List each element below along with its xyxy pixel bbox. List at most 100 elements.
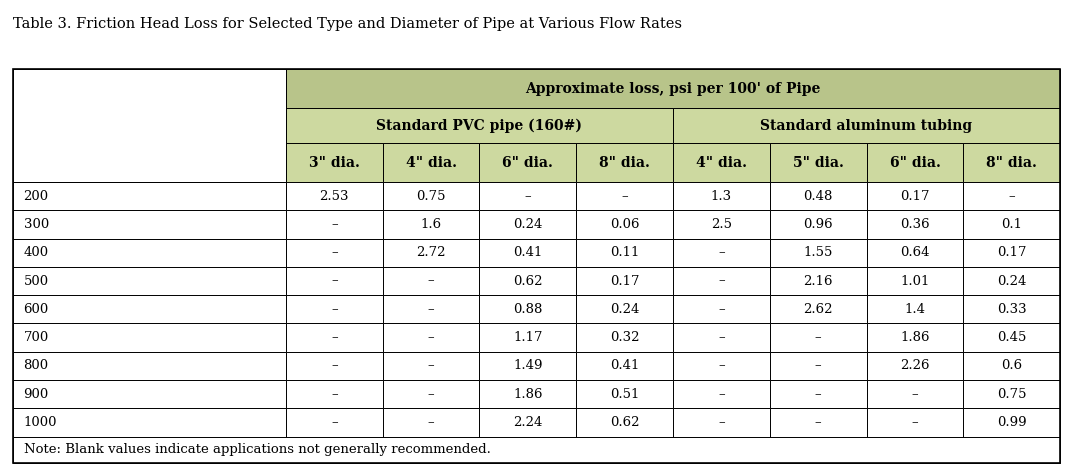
Text: 0.62: 0.62 bbox=[513, 275, 543, 288]
Text: 700: 700 bbox=[24, 331, 49, 344]
Text: –: – bbox=[428, 331, 435, 344]
Text: 0.17: 0.17 bbox=[900, 190, 929, 203]
Text: 2.26: 2.26 bbox=[900, 359, 929, 372]
Text: Standard aluminum tubing: Standard aluminum tubing bbox=[761, 119, 972, 133]
Text: 0.45: 0.45 bbox=[997, 331, 1027, 344]
Text: 2.5: 2.5 bbox=[711, 218, 732, 231]
Text: 200: 200 bbox=[24, 190, 48, 203]
Text: 6" dia.: 6" dia. bbox=[502, 156, 554, 169]
Bar bbox=[383, 182, 480, 210]
Bar bbox=[673, 295, 769, 324]
Bar bbox=[480, 210, 576, 238]
Bar bbox=[964, 324, 1060, 352]
Bar bbox=[285, 295, 383, 324]
Text: 0.1: 0.1 bbox=[1001, 218, 1023, 231]
Bar bbox=[964, 380, 1060, 408]
Bar bbox=[769, 380, 867, 408]
Text: 0.96: 0.96 bbox=[804, 218, 833, 231]
Bar bbox=[576, 182, 673, 210]
Text: –: – bbox=[330, 303, 338, 316]
Bar bbox=[673, 143, 769, 182]
Text: 0.06: 0.06 bbox=[609, 218, 640, 231]
Text: 1.86: 1.86 bbox=[900, 331, 929, 344]
Text: 1.4: 1.4 bbox=[905, 303, 925, 316]
Bar bbox=[13, 267, 285, 295]
Bar bbox=[13, 408, 285, 436]
Bar bbox=[480, 267, 576, 295]
Text: –: – bbox=[718, 387, 724, 401]
Bar bbox=[383, 352, 480, 380]
Bar bbox=[13, 69, 285, 108]
Bar bbox=[964, 143, 1060, 182]
Bar bbox=[383, 238, 480, 267]
Bar bbox=[13, 436, 1060, 463]
Text: 0.11: 0.11 bbox=[609, 246, 640, 259]
Text: 0.6: 0.6 bbox=[1001, 359, 1023, 372]
Bar bbox=[576, 324, 673, 352]
Text: 4" dia.: 4" dia. bbox=[696, 156, 747, 169]
Text: 8" dia.: 8" dia. bbox=[986, 156, 1038, 169]
Bar bbox=[867, 380, 964, 408]
Bar bbox=[964, 267, 1060, 295]
Text: –: – bbox=[718, 359, 724, 372]
Text: –: – bbox=[718, 416, 724, 429]
Bar bbox=[285, 324, 383, 352]
Bar bbox=[867, 408, 964, 436]
Text: 4" dia.: 4" dia. bbox=[406, 156, 456, 169]
Text: 1.3: 1.3 bbox=[710, 190, 732, 203]
Bar bbox=[673, 408, 769, 436]
Text: 2.53: 2.53 bbox=[320, 190, 349, 203]
Text: 5" dia.: 5" dia. bbox=[793, 156, 843, 169]
Bar bbox=[673, 267, 769, 295]
Bar bbox=[383, 210, 480, 238]
Bar bbox=[769, 182, 867, 210]
Text: 0.24: 0.24 bbox=[513, 218, 543, 231]
Bar bbox=[13, 69, 1060, 463]
Bar bbox=[673, 380, 769, 408]
Bar bbox=[867, 267, 964, 295]
Text: 3" dia.: 3" dia. bbox=[309, 156, 359, 169]
Text: 1.55: 1.55 bbox=[804, 246, 833, 259]
Text: –: – bbox=[814, 359, 822, 372]
Bar bbox=[964, 408, 1060, 436]
Text: 2.62: 2.62 bbox=[804, 303, 833, 316]
Bar bbox=[480, 295, 576, 324]
Text: –: – bbox=[814, 416, 822, 429]
Text: 0.33: 0.33 bbox=[997, 303, 1027, 316]
Bar bbox=[480, 143, 576, 182]
Bar bbox=[769, 210, 867, 238]
Text: 0.99: 0.99 bbox=[997, 416, 1027, 429]
Text: –: – bbox=[428, 359, 435, 372]
Bar bbox=[13, 380, 285, 408]
Text: 0.24: 0.24 bbox=[609, 303, 640, 316]
Bar bbox=[769, 295, 867, 324]
Bar bbox=[13, 238, 285, 267]
Bar bbox=[867, 210, 964, 238]
Text: –: – bbox=[428, 387, 435, 401]
Text: Flow (gallons/minute): Flow (gallons/minute) bbox=[24, 155, 195, 170]
Bar bbox=[285, 108, 673, 143]
Text: –: – bbox=[330, 246, 338, 259]
Bar bbox=[673, 324, 769, 352]
Bar bbox=[867, 324, 964, 352]
Text: –: – bbox=[621, 190, 628, 203]
Bar bbox=[13, 324, 285, 352]
Bar bbox=[285, 210, 383, 238]
Bar bbox=[480, 182, 576, 210]
Bar bbox=[673, 108, 1060, 143]
Bar bbox=[285, 69, 1060, 108]
Text: 400: 400 bbox=[24, 246, 48, 259]
Bar bbox=[964, 352, 1060, 380]
Bar bbox=[13, 69, 285, 182]
Text: –: – bbox=[428, 275, 435, 288]
Bar bbox=[285, 380, 383, 408]
Text: 1.49: 1.49 bbox=[513, 359, 543, 372]
Bar bbox=[769, 143, 867, 182]
Text: 900: 900 bbox=[24, 387, 49, 401]
Text: –: – bbox=[718, 275, 724, 288]
Bar bbox=[285, 143, 383, 182]
Text: 500: 500 bbox=[24, 275, 48, 288]
Text: 1.01: 1.01 bbox=[900, 275, 929, 288]
Bar bbox=[769, 267, 867, 295]
Bar bbox=[480, 324, 576, 352]
